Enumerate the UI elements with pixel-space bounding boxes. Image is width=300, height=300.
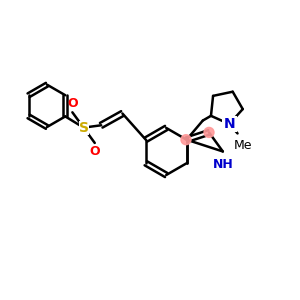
Circle shape — [204, 128, 214, 137]
Text: O: O — [89, 145, 100, 158]
Text: NH: NH — [213, 158, 234, 171]
Circle shape — [181, 135, 191, 145]
Text: S: S — [79, 121, 88, 135]
Text: O: O — [67, 97, 78, 110]
Text: Me: Me — [234, 139, 252, 152]
Text: N: N — [224, 117, 235, 131]
